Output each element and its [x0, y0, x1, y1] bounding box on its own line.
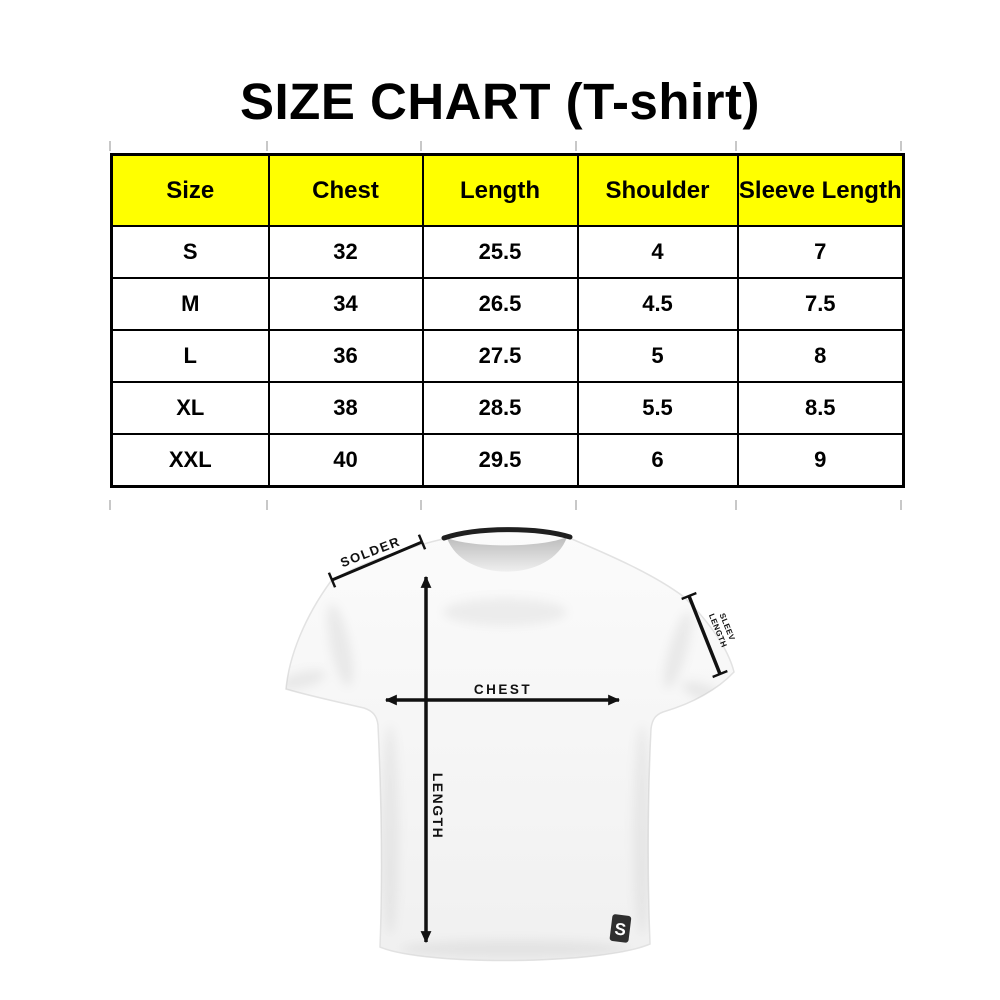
table-header-row: Size Chest Length Shoulder Sleeve Length: [110, 153, 905, 227]
length-dim-label: LENGTH: [430, 773, 446, 840]
table-row: L 36 27.5 5 8: [110, 329, 905, 383]
table-cell: L: [110, 329, 270, 383]
page-title: SIZE CHART (T-shirt): [240, 73, 760, 130]
table-cell: XL: [110, 381, 270, 435]
table-cell: 34: [267, 277, 424, 331]
table-row: XL 38 28.5 5.5 8.5: [110, 381, 905, 435]
size-chart-table: Size Chest Length Shoulder Sleeve Length…: [110, 153, 905, 488]
table-cell: 8.5: [736, 381, 905, 435]
column-header-chest: Chest: [267, 153, 424, 227]
gridline-tick: [575, 500, 577, 510]
gridline-tick: [900, 141, 902, 151]
table-cell: M: [110, 277, 270, 331]
table-cell: S: [110, 225, 270, 279]
tshirt-measurement-diagram: S SOLDER SLEEV LENGTH CHEST LENGTH: [250, 510, 760, 1000]
table-cell: 28.5: [421, 381, 579, 435]
column-header-size: Size: [110, 153, 270, 227]
sleeve-dimension-line: [681, 591, 728, 679]
table-cell: 40: [267, 433, 424, 488]
shoulder-dimension-line: [327, 534, 427, 588]
gridline-tick: [575, 141, 577, 151]
table-cell: 4: [576, 225, 739, 279]
table-row: M 34 26.5 4.5 7.5: [110, 277, 905, 331]
gridline-tick: [266, 141, 268, 151]
table-cell: 4.5: [576, 277, 739, 331]
table-cell: 25.5: [421, 225, 579, 279]
gridline-tick: [900, 500, 902, 510]
logo-monogram: S: [614, 919, 628, 939]
column-header-shoulder: Shoulder: [576, 153, 739, 227]
table-cell: 5.5: [576, 381, 739, 435]
tshirt-body: [285, 530, 735, 962]
table-cell: 7: [736, 225, 905, 279]
table-cell: 32: [267, 225, 424, 279]
table-cell: 27.5: [421, 329, 579, 383]
table-cell: 38: [267, 381, 424, 435]
table-cell: 7.5: [736, 277, 905, 331]
fabric-shading: [286, 598, 724, 958]
gridline-tick: [266, 500, 268, 510]
gridline-tick: [420, 141, 422, 151]
hem-logo-tag: S: [609, 914, 632, 943]
gridline-tick: [420, 500, 422, 510]
table-cell: 9: [736, 433, 905, 488]
table-cell: 5: [576, 329, 739, 383]
table-row: XXL 40 29.5 6 9: [110, 433, 905, 488]
table-cell: 29.5: [421, 433, 579, 488]
table-cell: XXL: [110, 433, 270, 488]
table-row: S 32 25.5 4 7: [110, 225, 905, 279]
column-header-sleeve-length: Sleeve Length: [736, 153, 905, 227]
table-cell: 8: [736, 329, 905, 383]
chest-dim-label: CHEST: [474, 682, 532, 697]
gridline-tick: [109, 141, 111, 151]
table-cell: 6: [576, 433, 739, 488]
gridline-tick: [735, 500, 737, 510]
table-cell: 26.5: [421, 277, 579, 331]
neck-opening: [447, 537, 567, 572]
gridline-tick: [109, 500, 111, 510]
tshirt-illustration: S SOLDER SLEEV LENGTH CHEST LENGTH: [285, 527, 737, 962]
column-header-length: Length: [421, 153, 579, 227]
gridline-tick: [735, 141, 737, 151]
collar-line: [441, 527, 573, 541]
table-cell: 36: [267, 329, 424, 383]
